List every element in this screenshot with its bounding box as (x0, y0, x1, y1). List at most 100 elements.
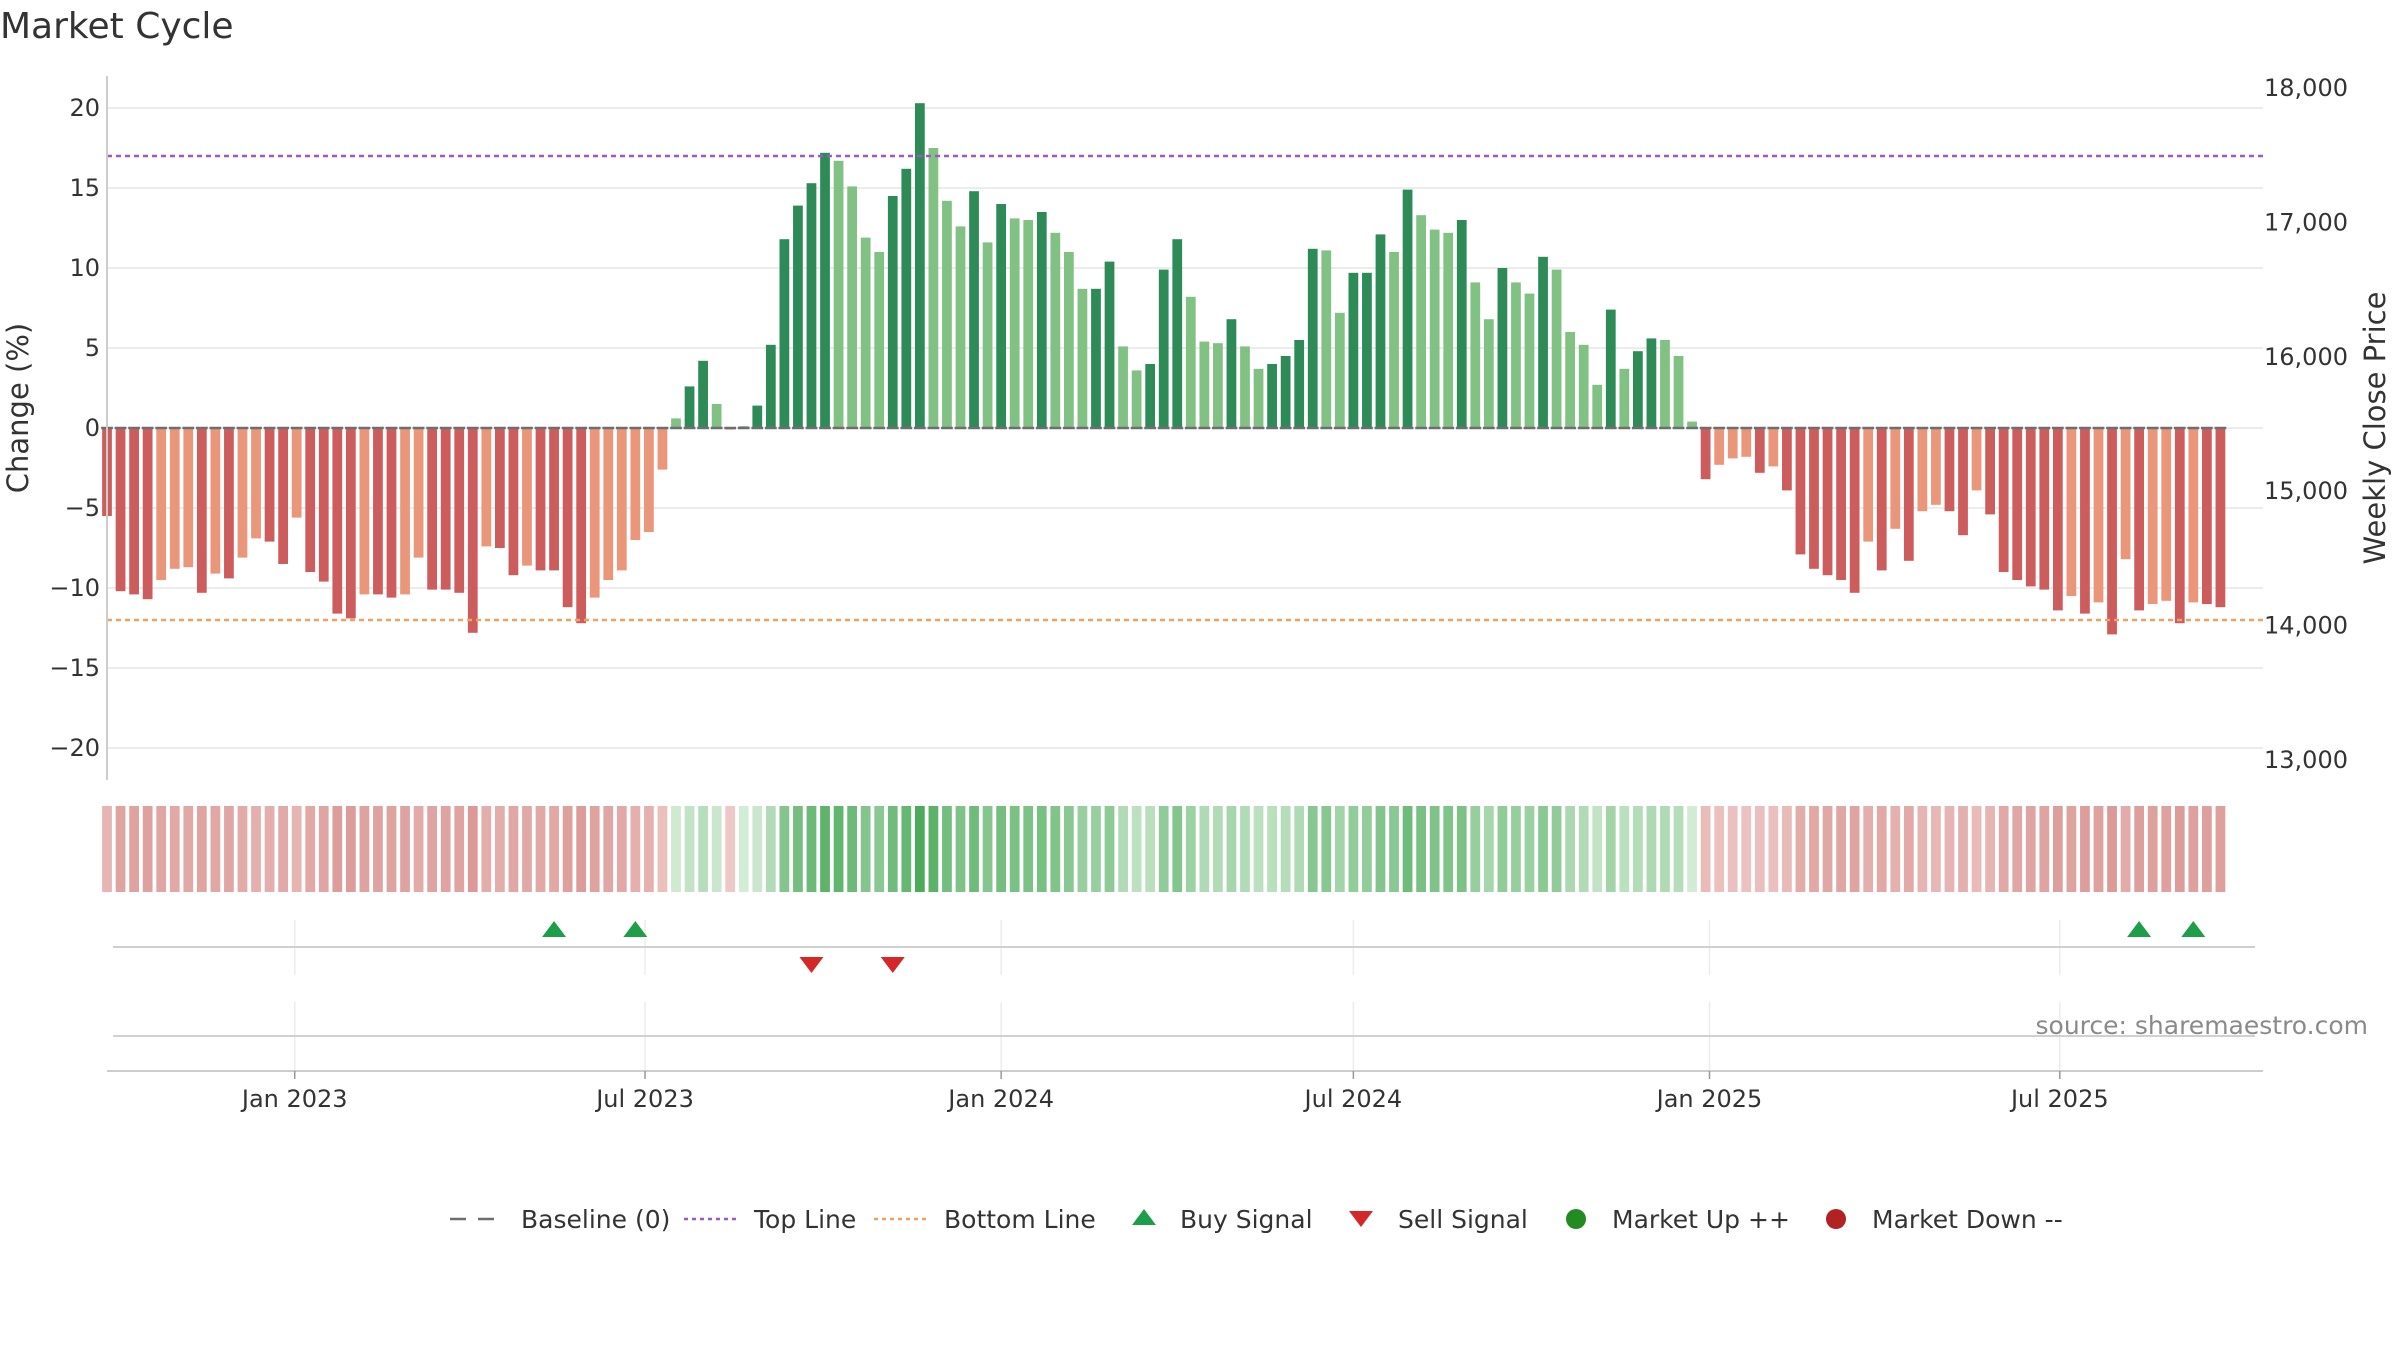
change-bar (373, 428, 383, 595)
heat-cell (1998, 806, 2009, 892)
change-bar (251, 428, 261, 539)
change-bar (1768, 428, 1779, 467)
change-bar (2147, 428, 2158, 604)
heat-cell (765, 806, 776, 892)
heat-cell (1456, 806, 1467, 892)
change-bar (196, 428, 207, 593)
heat-cell (901, 806, 912, 892)
heat-cell (1267, 806, 1277, 892)
heat-cell (1118, 806, 1128, 892)
change-bar (616, 428, 627, 571)
heat-cell (427, 806, 438, 892)
change-bar (1199, 341, 1210, 428)
change-bar (1443, 232, 1454, 428)
heat-cell (2039, 806, 2050, 892)
legend-label: Sell Signal (1398, 1205, 1528, 1234)
change-bar (522, 428, 532, 566)
change-bar (264, 428, 275, 542)
heat-cell (2093, 806, 2104, 892)
heat-cell (1890, 806, 1901, 892)
heat-cell (535, 806, 546, 892)
change-bar (942, 200, 952, 428)
heat-cell (129, 806, 139, 892)
heat-cell (1064, 806, 1074, 892)
change-bar (1307, 248, 1318, 428)
change-bar (1416, 215, 1426, 428)
heat-cell (1077, 806, 1088, 892)
heat-cell (1213, 806, 1223, 892)
heat-cell (1145, 806, 1156, 892)
change-bar (210, 428, 221, 574)
heat-cell (969, 806, 979, 892)
change-bar (1944, 428, 1955, 512)
heat-cell (1538, 806, 1548, 892)
heat-cell (1931, 806, 1941, 892)
heat-cell (1863, 806, 1874, 892)
x-tick-label: Jan 2023 (240, 1085, 348, 1113)
change-bar (1213, 343, 1223, 428)
legend: Baseline (0) Top Line Bottom Line Buy Signa… (450, 1205, 2063, 1234)
left-tick-label: 10 (69, 254, 100, 282)
change-bar (1578, 344, 1589, 428)
change-bar (1389, 252, 1399, 428)
x-axis: Jan 2023 Jul 2023 Jan 2024 Jul 2024 Jan 2025… (107, 1070, 2263, 1113)
change-bar (2039, 428, 2050, 590)
legend-item: Top Line (684, 1205, 856, 1234)
heat-cell (373, 806, 383, 892)
heat-cell (644, 806, 654, 892)
heat-cell (413, 806, 424, 892)
change-bar (2188, 428, 2199, 603)
heat-cell (738, 806, 749, 892)
heat-cell (549, 806, 559, 892)
heat-cell (386, 806, 397, 892)
change-bar (833, 160, 844, 429)
change-bar (183, 428, 194, 568)
change-bar (752, 405, 763, 428)
change-bar (413, 428, 424, 558)
change-bar (765, 344, 776, 428)
heat-cell (1605, 806, 1616, 892)
change-bar (1185, 296, 1196, 428)
change-bar (644, 428, 654, 532)
change-bar (1565, 332, 1576, 428)
heat-cell (183, 806, 194, 892)
change-bar (860, 237, 871, 428)
source-note: source: sharemaestro.com (2036, 1011, 2369, 1040)
change-bar (156, 428, 167, 580)
change-bar (2066, 428, 2077, 596)
heat-cell (1822, 806, 1833, 892)
change-bar (806, 183, 817, 428)
change-bar (1511, 282, 1521, 428)
change-bar (1903, 428, 1914, 561)
heat-cell (1050, 806, 1061, 892)
heat-cell (847, 806, 857, 892)
buy-signal-marker (542, 921, 567, 937)
change-bar (237, 428, 248, 558)
change-bar (1524, 293, 1535, 428)
heat-cell (1782, 806, 1792, 892)
heat-cell (576, 806, 587, 892)
heat-cell (1091, 806, 1101, 892)
chart-title: Market Cycle (0, 6, 234, 47)
change-bar (129, 428, 139, 595)
change-bar (874, 252, 885, 428)
heat-cell (589, 806, 600, 892)
change-bar (345, 428, 356, 619)
change-bar (1822, 428, 1833, 576)
legend-item: Buy Signal (1132, 1205, 1313, 1234)
right-tick-label: 15,000 (2264, 477, 2348, 505)
buy-signal-marker (2127, 921, 2152, 937)
x-tick-label: Jul 2025 (2009, 1085, 2109, 1113)
heat-cell (1958, 806, 1968, 892)
change-bar (1294, 340, 1305, 428)
heat-cell (251, 806, 261, 892)
heat-cell (467, 806, 478, 892)
change-bar (278, 428, 288, 564)
heat-cell (1402, 806, 1413, 892)
change-bar (1538, 256, 1548, 428)
legend-item: Sell Signal (1349, 1205, 1528, 1234)
change-bar (914, 103, 925, 428)
change-bar (481, 428, 492, 547)
heat-cell (725, 806, 736, 892)
